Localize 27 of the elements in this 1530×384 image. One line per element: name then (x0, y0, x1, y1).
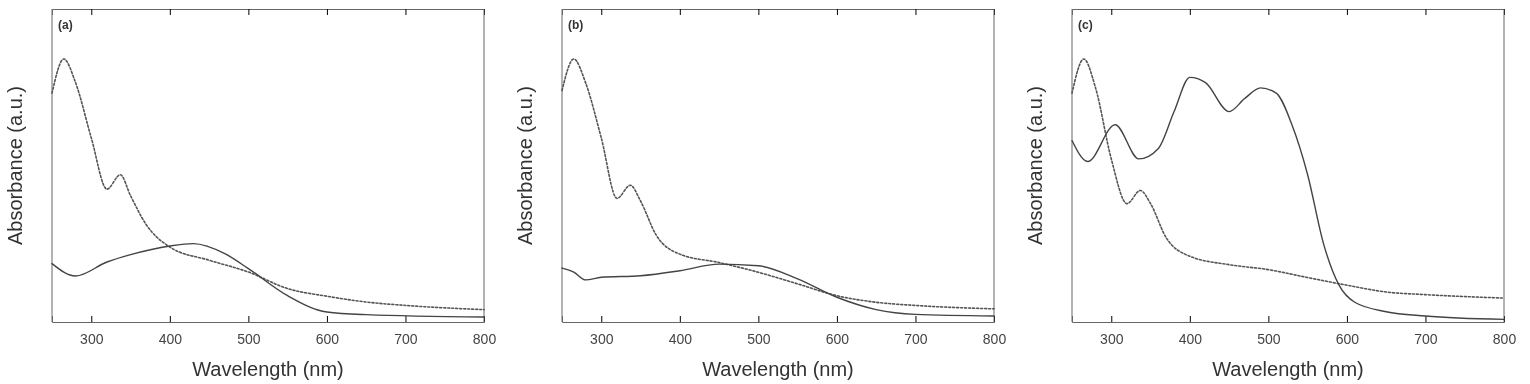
text: (a) (58, 18, 73, 32)
text: (c) (1078, 18, 1093, 32)
y-axis-title: Absorbance (a.u.) (1024, 86, 1046, 245)
x-tick-label: 300 (80, 330, 104, 347)
x-tick-label: 500 (747, 330, 771, 347)
x-tick-label: 700 (1414, 330, 1438, 347)
x-tick-label: 400 (668, 330, 693, 347)
x-tick-label: 500 (1257, 330, 1281, 347)
x-tick-label: 300 (1100, 330, 1124, 347)
x-tick-label: 500 (237, 330, 261, 347)
x-tick-label: 700 (904, 330, 928, 347)
x-tick-label: 800 (1492, 330, 1517, 347)
y-axis-title: Absorbance (a.u.) (514, 86, 536, 245)
x-axis-title: Wavelength (nm) (1212, 358, 1364, 380)
text: (b) (568, 18, 584, 32)
x-tick-label: 400 (158, 330, 183, 347)
x-tick-label: 300 (590, 330, 614, 347)
x-tick-label: 700 (394, 330, 418, 347)
x-tick-label: 800 (982, 330, 1007, 347)
x-tick-label: 400 (1178, 330, 1203, 347)
x-tick-label: 800 (472, 330, 497, 347)
x-axis-title: Wavelength (nm) (702, 358, 854, 380)
y-axis-title: Absorbance (a.u.) (4, 86, 26, 245)
x-tick-label: 600 (315, 330, 340, 347)
x-tick-label: 600 (825, 330, 850, 347)
x-tick-label: 600 (1335, 330, 1360, 347)
x-axis-title: Wavelength (nm) (192, 358, 344, 380)
